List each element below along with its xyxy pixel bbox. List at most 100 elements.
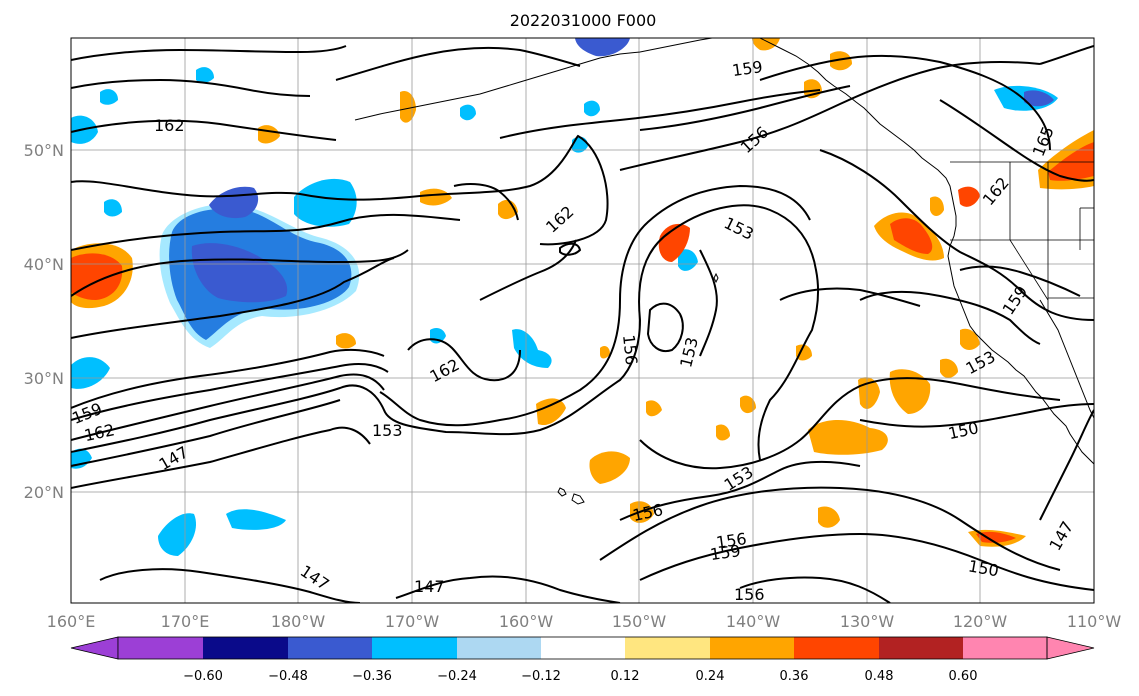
contour-line xyxy=(71,213,461,251)
contour-line xyxy=(1039,409,1094,521)
contour-line xyxy=(71,119,337,141)
negative-region-north-6 xyxy=(460,104,476,121)
contour-label: 159 xyxy=(731,57,764,80)
coastline-island xyxy=(713,272,719,284)
contour-line xyxy=(71,373,385,441)
contour-line xyxy=(639,377,1061,470)
contour-label: 156 xyxy=(734,585,765,604)
lon-tick-label: 160°W xyxy=(499,612,554,631)
colorbar-segment xyxy=(288,637,372,659)
negative-region-north-5 xyxy=(100,89,118,105)
positive-region-center-7 xyxy=(716,424,730,441)
map-background xyxy=(71,38,1094,603)
contour-line xyxy=(335,46,581,81)
latitude-ticks: 50°N 40°N 30°N 20°N xyxy=(24,141,64,502)
contour-line xyxy=(71,257,395,339)
negative-region-north-west xyxy=(294,178,357,227)
map-title: 2022031000 F000 xyxy=(510,11,657,30)
contour-line xyxy=(859,403,1094,428)
positive-region-center-8 xyxy=(740,395,756,414)
colorbar-border xyxy=(117,636,1048,660)
colorbar-segment xyxy=(794,637,879,659)
colorbar-segment xyxy=(541,637,625,659)
colorbar-segment xyxy=(118,637,203,659)
contour-line xyxy=(619,61,1041,171)
contour-line xyxy=(453,183,519,221)
positive-region-center xyxy=(536,398,566,426)
shaded-fields xyxy=(71,38,1094,556)
positive-region-east-2 xyxy=(958,186,980,207)
contour-line xyxy=(819,149,1094,321)
lon-tick-label: 150°W xyxy=(612,612,667,631)
contour-lines xyxy=(71,45,1094,603)
negative-region-center xyxy=(512,329,552,368)
contour-label: 156 xyxy=(715,529,748,552)
positive-region-east-8 xyxy=(930,196,944,216)
lon-tick-label: 130°W xyxy=(840,612,895,631)
contour-line xyxy=(479,239,577,301)
contour-line xyxy=(71,363,389,421)
negative-region-northeast-core xyxy=(1024,90,1054,107)
contour-line xyxy=(71,399,341,467)
positive-region-center-2 xyxy=(498,199,518,220)
negative-region-southwest xyxy=(71,357,110,389)
contour-line xyxy=(639,532,1094,591)
contour-line xyxy=(859,290,1041,345)
contour-label: 147 xyxy=(414,577,445,596)
colorbar-tick-label: 0.48 xyxy=(865,669,894,684)
contour-label: 159 xyxy=(709,541,742,564)
contour-line xyxy=(71,348,385,409)
longitude-ticks: 160°E 170°E 180°W 170°W 160°W 150°W 140°… xyxy=(47,612,1122,631)
colorbar-extend-high xyxy=(1046,636,1095,660)
positive-region-east-3 xyxy=(889,369,931,414)
contour-line xyxy=(939,99,1094,182)
colorbar-tick-label: 0.24 xyxy=(696,669,725,684)
contour-line xyxy=(1039,45,1094,65)
negative-region-west-2 xyxy=(104,199,122,217)
negative-region-south-1 xyxy=(158,513,197,556)
contour-label: 162 xyxy=(154,116,185,135)
state-borders xyxy=(950,161,1094,310)
contour-line xyxy=(71,45,347,61)
positive-region-north-4 xyxy=(830,51,852,71)
contour-line xyxy=(759,54,1051,151)
negative-region-north-center xyxy=(575,38,630,57)
contour-line xyxy=(599,486,1061,571)
lon-tick-label: 140°W xyxy=(726,612,781,631)
contour-line xyxy=(395,575,621,603)
coastline-baja xyxy=(1039,299,1094,419)
positive-region-center-9 xyxy=(600,346,610,359)
colorbar-segment xyxy=(625,637,710,659)
contour-line xyxy=(71,426,371,489)
colorbar-ticks: −0.60 −0.48 −0.36 −0.24 −0.12 0.12 0.24 … xyxy=(183,669,977,684)
contour-line xyxy=(639,85,851,131)
contour-line xyxy=(646,302,684,352)
coastlines xyxy=(354,38,1094,505)
contour-line xyxy=(739,576,891,603)
contour-line xyxy=(407,338,521,382)
colorbar-segment xyxy=(203,637,288,659)
positive-region-northeast-core xyxy=(1048,142,1094,181)
lon-tick-label: 160°E xyxy=(47,612,96,631)
positive-region-east-10 xyxy=(796,344,812,361)
contour-line xyxy=(619,460,861,521)
map-border xyxy=(70,37,1095,604)
contour-line xyxy=(959,265,1081,297)
contour-label: 156 xyxy=(619,334,641,366)
positive-region-center-3 xyxy=(420,188,452,206)
contour-line xyxy=(779,287,921,307)
coastline-hawaii-1 xyxy=(557,487,567,497)
contour-line xyxy=(379,184,811,427)
contour-line xyxy=(699,249,718,357)
negative-region-west-core xyxy=(191,243,288,303)
colorbar-tick-label: −0.12 xyxy=(521,669,561,684)
positive-region-south-west xyxy=(336,333,356,349)
lat-tick-label: 50°N xyxy=(24,141,64,160)
colorbar-tick-label: 0.60 xyxy=(949,669,978,684)
contour-line xyxy=(71,204,820,461)
colorbar-segment xyxy=(710,637,794,659)
positive-region-east-6-core xyxy=(976,531,1016,543)
colorbar-segment xyxy=(372,637,457,659)
colorbar-extend-low xyxy=(70,636,119,660)
